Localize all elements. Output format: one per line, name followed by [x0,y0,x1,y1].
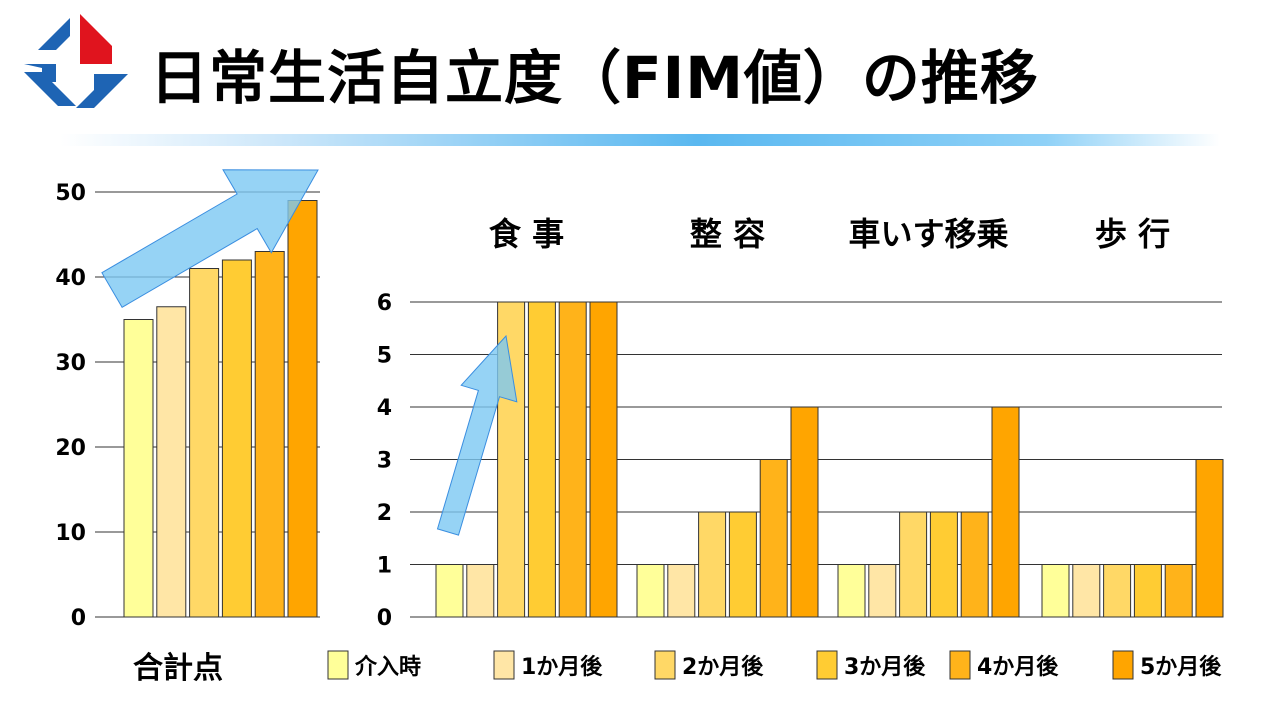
legend-label: 介入時 [354,654,421,680]
item-bar [589,301,618,618]
item-bar [1072,564,1101,618]
total-bar [254,251,285,618]
legend-swatch [1112,650,1134,680]
chart-legend: 介入時 1か月後 2か月後 3か月後 4か月後 5か月後 [327,650,1222,680]
total-x-label: 合計点 [133,651,223,686]
total-y-tick-label: 20 [55,436,86,461]
item-y-tick-label: 4 [377,396,392,421]
item-bar [435,564,464,618]
legend-swatch [816,650,838,680]
item-bar [960,511,989,618]
total-y-tick-label: 40 [55,266,86,291]
legend-label: 1か月後 [521,654,603,680]
legend-swatch [493,650,515,680]
item-category-label: 整 容 [690,215,765,253]
total-score-chart: 0 10 20 30 40 50 合計点 [55,169,320,686]
item-y-tick-label: 5 [377,344,392,369]
title-underline [60,134,1220,146]
item-category-label: 車いす移乗 [848,215,1008,253]
trend-arrow-icon [101,169,319,308]
item-bar [929,511,958,618]
item-bar [899,511,928,618]
item-bar [466,564,495,618]
item-bar [1164,564,1193,618]
item-y-tick-label: 1 [377,554,392,579]
item-bar [991,406,1020,618]
item-bar [558,301,587,618]
item-y-tick-label: 2 [377,501,392,526]
item-bar [1133,564,1162,618]
item-bar [698,511,727,618]
item-bar [636,564,665,618]
legend-swatch [949,650,971,680]
total-y-tick-label: 50 [55,181,86,206]
legend-label: 3か月後 [844,654,926,680]
item-y-tick-label: 0 [377,606,392,631]
legend-label: 4か月後 [977,654,1059,680]
slide-title: 日常生活自立度（FIM値）の推移 [150,44,1039,112]
total-bar [287,200,318,618]
total-y-tick-label: 10 [55,521,86,546]
item-bar [759,459,788,618]
item-bar [1103,564,1132,618]
total-y-tick-label: 30 [55,351,86,376]
medical-cross-logo-icon [24,14,128,108]
legend-label: 5か月後 [1140,654,1222,680]
item-category-label: 歩 行 [1095,215,1170,253]
total-bar [221,259,252,618]
legend-swatch [327,650,349,680]
item-bar [837,564,866,618]
meal-improvement-arrow-icon [436,334,518,536]
item-bar [667,564,696,618]
total-bar [156,306,187,618]
item-bar [868,564,897,618]
item-bar [1195,459,1224,618]
item-y-tick-label: 6 [377,291,392,316]
legend-swatch [654,650,676,680]
item-category-label: 食 事 [489,215,564,253]
legend-label: 2か月後 [682,654,764,680]
item-bar [1041,564,1070,618]
total-bar [123,319,154,618]
item-bar [728,511,757,618]
item-bar [790,406,819,618]
total-y-tick-label: 0 [71,606,86,631]
item-y-tick-label: 3 [377,449,392,474]
total-bar [189,268,220,618]
item-bar [527,301,556,618]
item-score-chart: 0 1 2 3 4 5 6 食 事 整 容 車いす移乗 歩 行 [377,215,1224,631]
